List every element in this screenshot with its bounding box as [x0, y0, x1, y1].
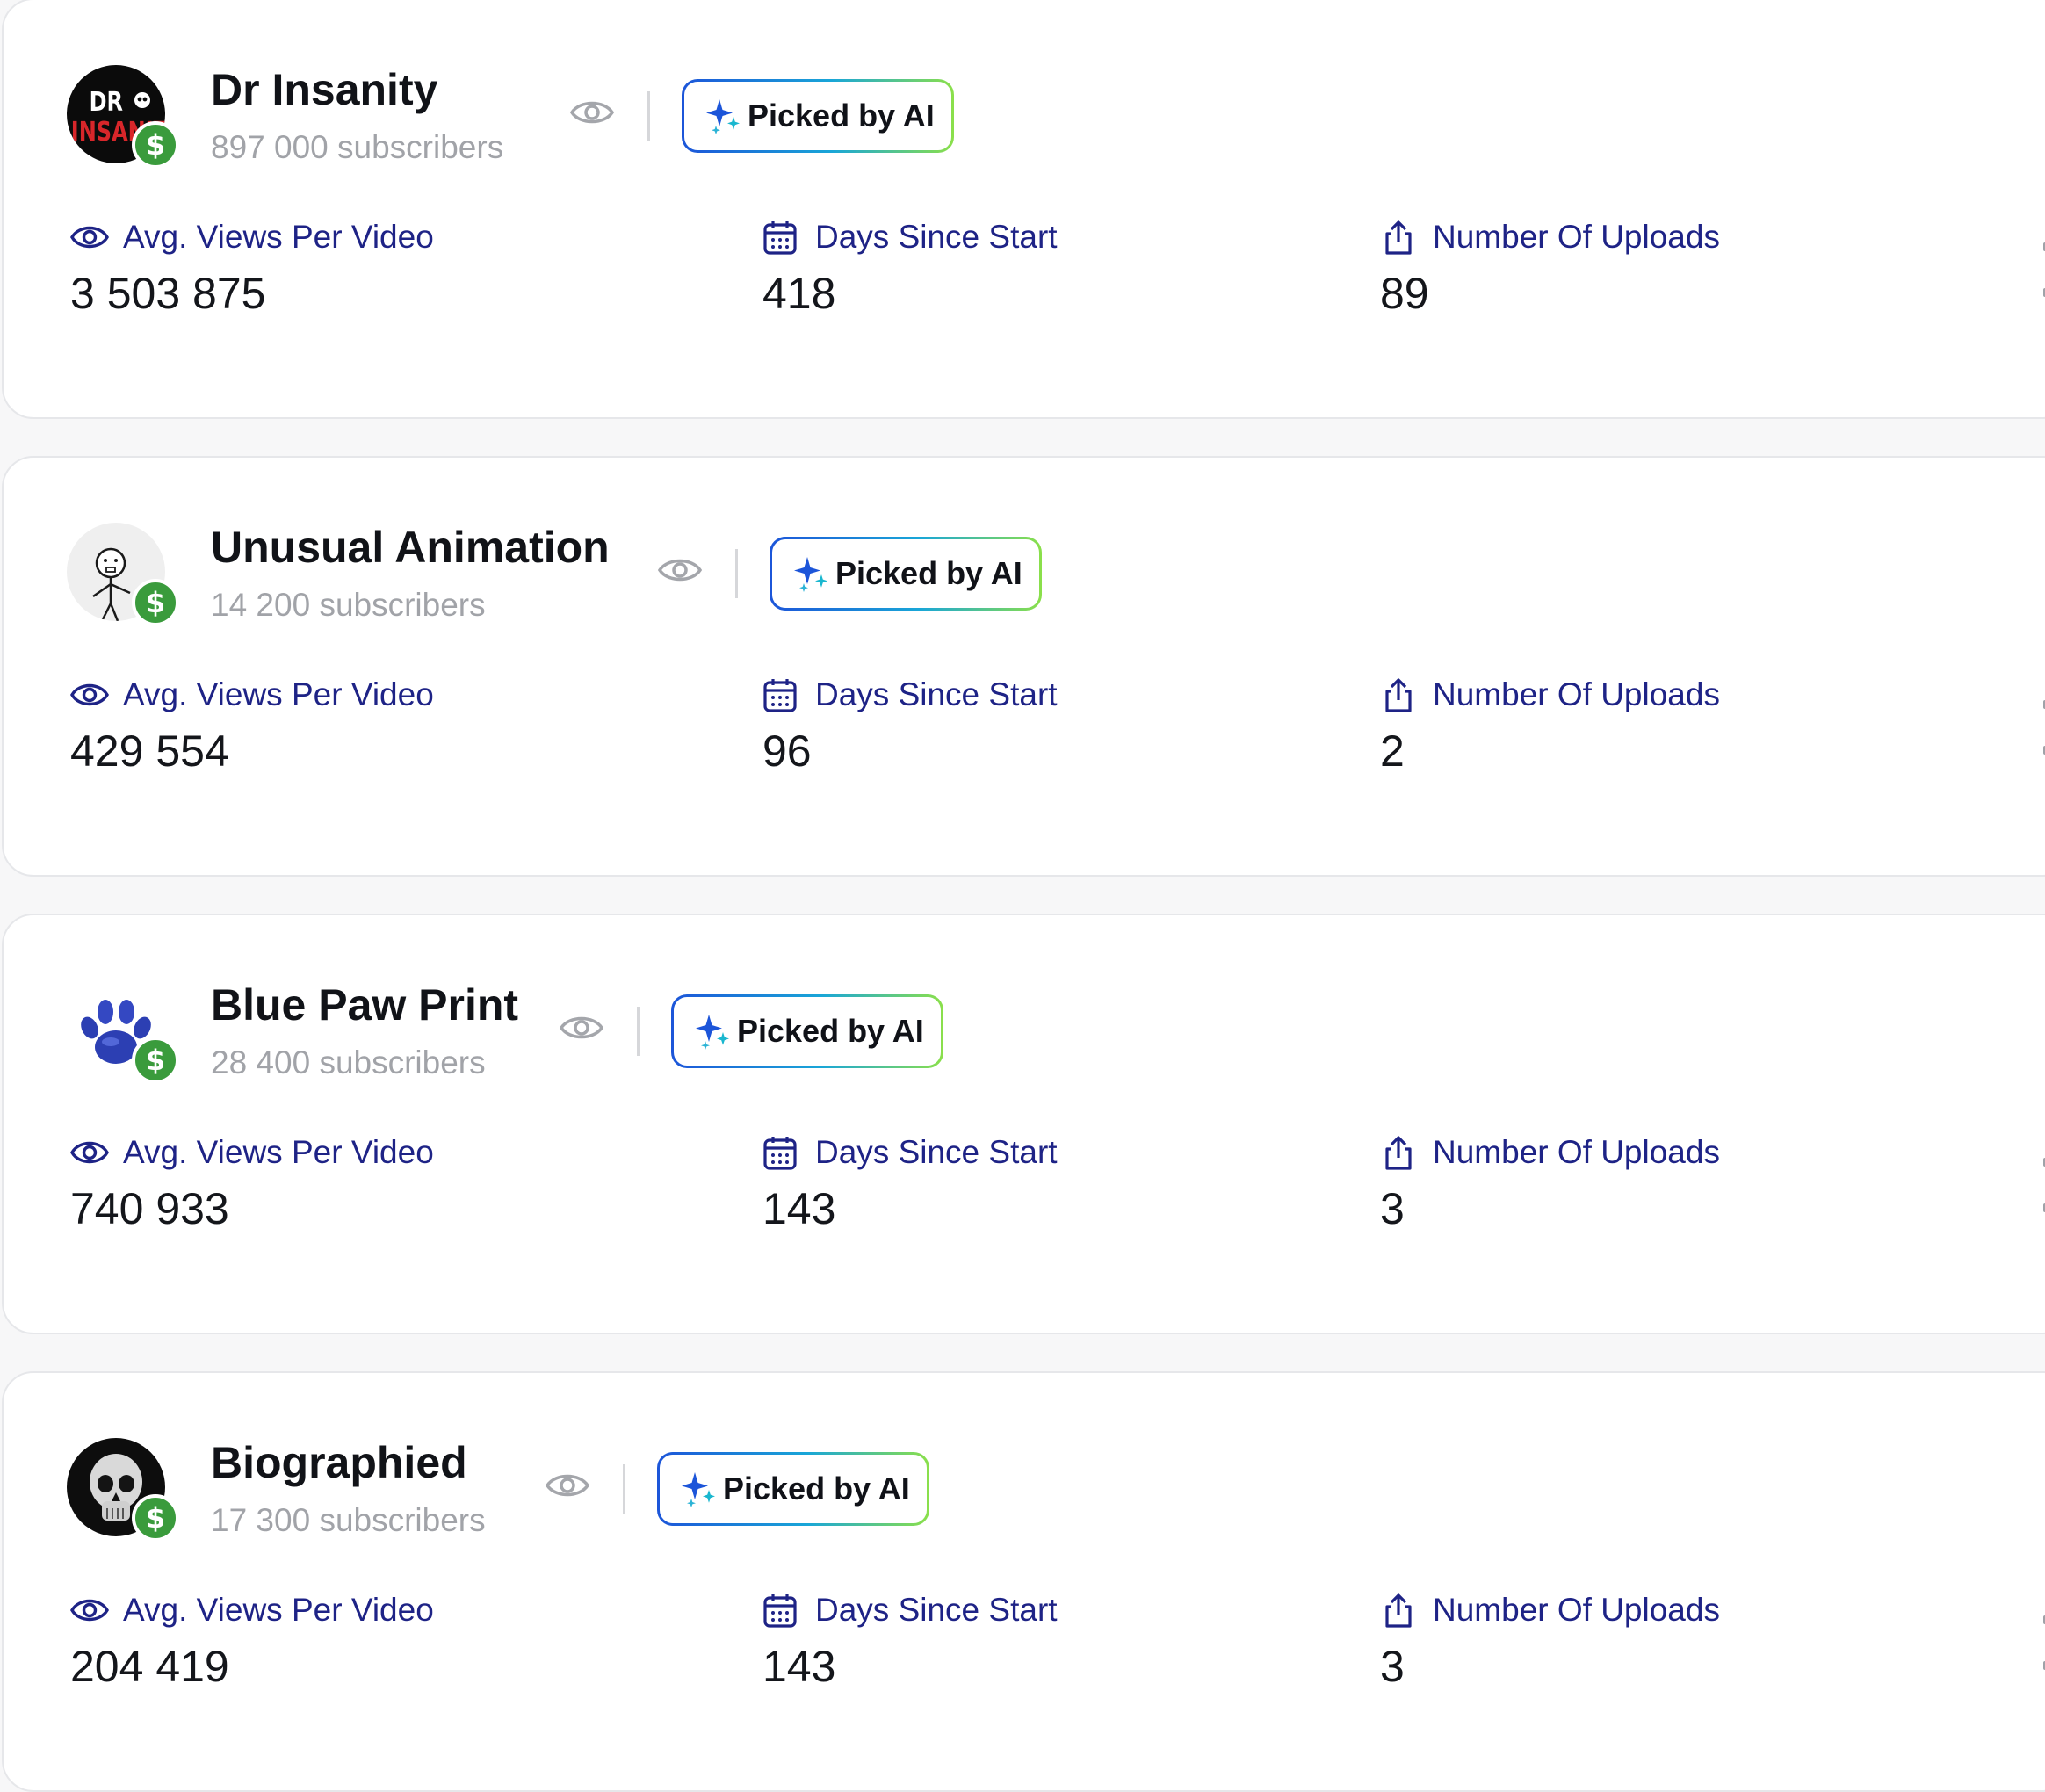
- metric-value: 429 554: [70, 726, 229, 776]
- metric-label: Days Since Start: [815, 676, 1058, 712]
- channel-avatar[interactable]: $: [67, 523, 179, 626]
- metric-label: Number Of Uploads: [1433, 1592, 1720, 1628]
- calendar-icon: [763, 221, 797, 255]
- badge-label: Picked by AI: [835, 555, 1022, 591]
- sparkle-icon: [682, 1472, 715, 1507]
- divider: [735, 549, 738, 598]
- divider: [623, 1464, 625, 1514]
- monetized-dollar-icon: $: [132, 579, 179, 626]
- picked-by-ai-badge: Picked by AI: [682, 79, 954, 153]
- metric-label: Days Since Start: [815, 1592, 1058, 1628]
- edge-mark: [2043, 1158, 2045, 1167]
- edge-mark: [2043, 700, 2045, 709]
- metric-label: Avg. Views Per Video: [123, 1592, 434, 1628]
- calendar-icon: [763, 679, 797, 712]
- metric-value: 96: [762, 726, 812, 776]
- metric-value: 89: [1380, 269, 1429, 318]
- blue-paw-avatar-icon: [67, 980, 165, 1079]
- channel-card[interactable]: $ Biographied 17 300 subscribers Picked …: [2, 1371, 2045, 1792]
- badge-label: Picked by AI: [748, 98, 935, 134]
- channel-name[interactable]: Biographied: [211, 1438, 467, 1487]
- metric-label: Avg. Views Per Video: [123, 676, 434, 712]
- channel-avatar[interactable]: $: [67, 1438, 179, 1542]
- monetized-dollar-icon: $: [132, 121, 179, 169]
- subscriber-count: 17 300 subscribers: [211, 1502, 486, 1538]
- sparkle-icon: [706, 99, 740, 134]
- channel-avatar[interactable]: DR INSANITY $: [67, 65, 179, 169]
- upload-icon: [1385, 1593, 1412, 1628]
- picked-by-ai-badge: Picked by AI: [657, 1452, 929, 1526]
- badge-label: Picked by AI: [723, 1470, 910, 1507]
- metric-value: 418: [762, 269, 836, 318]
- sparkle-icon: [696, 1015, 729, 1050]
- preview-eye-icon[interactable]: [569, 97, 615, 128]
- eye-icon: [70, 1141, 109, 1164]
- channel-card[interactable]: $ Blue Paw Print 28 400 subscribers Pick…: [2, 914, 2045, 1334]
- stick-figure-avatar-icon: [67, 523, 165, 621]
- preview-eye-icon[interactable]: [657, 554, 703, 586]
- metric-label: Avg. Views Per Video: [123, 1134, 434, 1170]
- channel-card[interactable]: DR INSANITY $ Dr Insanity 897 000 subscr…: [2, 0, 2045, 419]
- metric-label: Days Since Start: [815, 1134, 1058, 1170]
- channel-name[interactable]: Blue Paw Print: [211, 980, 519, 1030]
- eye-icon: [70, 683, 109, 706]
- metric-label: Number Of Uploads: [1433, 676, 1720, 712]
- metric-value: 3: [1380, 1642, 1405, 1691]
- sparkle-icon: [794, 557, 827, 592]
- upload-icon: [1385, 1136, 1412, 1170]
- eye-icon: [70, 1599, 109, 1622]
- metric-label: Number Of Uploads: [1433, 219, 1720, 255]
- metric-label: Number Of Uploads: [1433, 1134, 1720, 1170]
- monetized-dollar-icon: $: [132, 1037, 179, 1084]
- subscriber-count: 14 200 subscribers: [211, 587, 486, 623]
- edge-mark: [2043, 1615, 2045, 1624]
- svg-text:DR: DR: [90, 87, 123, 117]
- badge-label: Picked by AI: [737, 1013, 924, 1049]
- metric-value: 143: [762, 1184, 836, 1233]
- subscriber-count: 897 000 subscribers: [211, 129, 504, 165]
- upload-icon: [1385, 220, 1412, 255]
- metric-value: 3 503 875: [70, 269, 266, 318]
- metric-value: 143: [762, 1642, 836, 1691]
- preview-eye-icon[interactable]: [559, 1012, 604, 1044]
- metric-value: 740 933: [70, 1184, 229, 1233]
- metric-label: Days Since Start: [815, 219, 1058, 255]
- picked-by-ai-badge: Picked by AI: [770, 537, 1042, 611]
- upload-icon: [1385, 678, 1412, 712]
- skull-avatar-icon: [67, 1438, 165, 1536]
- edge-mark: [2043, 746, 2045, 755]
- metric-value: 3: [1380, 1184, 1405, 1233]
- divider: [637, 1007, 640, 1056]
- channel-avatar[interactable]: $: [67, 980, 179, 1084]
- calendar-icon: [763, 1137, 797, 1170]
- monetized-dollar-icon: $: [132, 1494, 179, 1542]
- calendar-icon: [763, 1594, 797, 1628]
- edge-mark: [2043, 1203, 2045, 1212]
- metric-value: 2: [1380, 726, 1405, 776]
- channel-name[interactable]: Dr Insanity: [211, 65, 438, 114]
- subscriber-count: 28 400 subscribers: [211, 1044, 486, 1080]
- edge-mark: [2043, 1661, 2045, 1670]
- edge-mark: [2043, 242, 2045, 251]
- picked-by-ai-badge: Picked by AI: [671, 994, 943, 1068]
- edge-mark: [2043, 288, 2045, 297]
- eye-icon: [70, 226, 109, 249]
- divider: [647, 91, 650, 141]
- channel-card[interactable]: $ Unusual Animation 14 200 subscribers P…: [2, 456, 2045, 877]
- metric-label: Avg. Views Per Video: [123, 219, 434, 255]
- channel-name[interactable]: Unusual Animation: [211, 523, 610, 572]
- metric-value: 204 419: [70, 1642, 229, 1691]
- preview-eye-icon[interactable]: [545, 1470, 590, 1501]
